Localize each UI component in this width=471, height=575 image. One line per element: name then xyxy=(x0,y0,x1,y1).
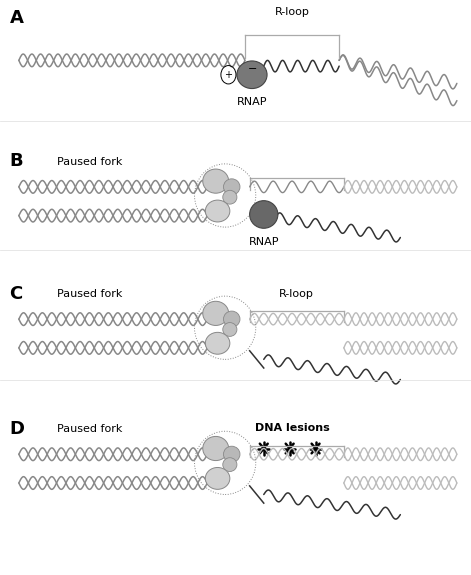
Text: RNAP: RNAP xyxy=(237,97,267,106)
Ellipse shape xyxy=(250,201,278,228)
Ellipse shape xyxy=(205,467,230,489)
Ellipse shape xyxy=(223,190,237,204)
Text: Paused fork: Paused fork xyxy=(57,157,122,167)
Ellipse shape xyxy=(203,301,229,325)
Ellipse shape xyxy=(205,332,230,354)
Ellipse shape xyxy=(223,323,237,336)
Text: A: A xyxy=(9,9,23,26)
Text: D: D xyxy=(9,420,24,438)
Text: RNAP: RNAP xyxy=(249,237,279,247)
Ellipse shape xyxy=(223,458,237,472)
Text: Paused fork: Paused fork xyxy=(57,424,122,434)
Text: R-loop: R-loop xyxy=(279,289,314,299)
Text: Paused fork: Paused fork xyxy=(57,289,122,299)
Text: −: − xyxy=(248,64,258,74)
Text: B: B xyxy=(9,152,23,170)
Ellipse shape xyxy=(223,179,240,195)
Ellipse shape xyxy=(205,200,230,222)
Ellipse shape xyxy=(223,446,240,462)
Text: +: + xyxy=(225,70,232,80)
Ellipse shape xyxy=(237,61,267,89)
Ellipse shape xyxy=(203,169,229,193)
Text: DNA lesions: DNA lesions xyxy=(255,423,329,432)
Text: C: C xyxy=(9,285,23,302)
Ellipse shape xyxy=(203,436,229,461)
Ellipse shape xyxy=(223,311,240,327)
Text: R-loop: R-loop xyxy=(275,7,309,17)
